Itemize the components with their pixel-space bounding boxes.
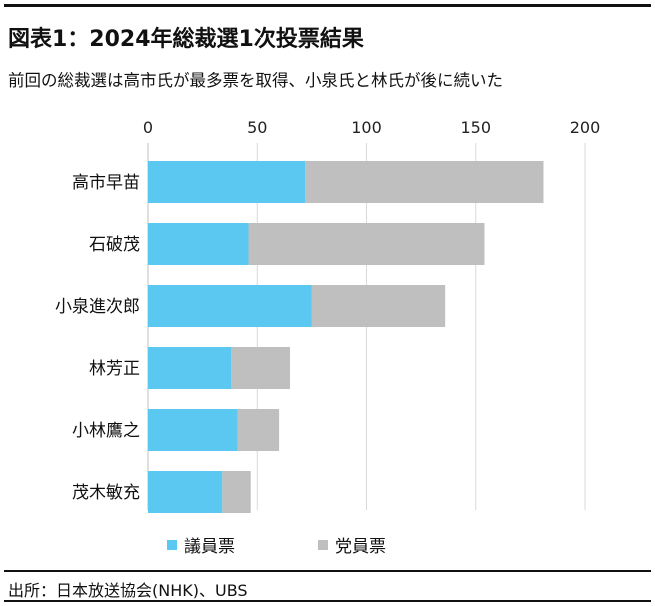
legend-diet-votes-swatch (167, 540, 177, 550)
bar-diet-votes (148, 471, 223, 513)
x-tick-label: 100 (351, 118, 382, 137)
category-label: 小泉進次郎 (55, 297, 140, 317)
bar-party-votes (231, 347, 291, 389)
chart-title: 図表1：2024年総裁選1次投票結果 (8, 27, 364, 52)
bar-party-votes (222, 471, 251, 513)
bar-diet-votes (148, 161, 306, 203)
bar-party-votes (237, 409, 280, 451)
bar-party-votes (311, 285, 446, 327)
legend-party-votes-swatch (318, 540, 328, 550)
chart-subtitle: 前回の総裁選は高市氏が最多票を取得、小泉氏と林氏が後に続いた (8, 71, 503, 90)
x-tick-label: 150 (460, 118, 491, 137)
bar-party-votes (248, 223, 485, 265)
bar-diet-votes (148, 347, 232, 389)
bar-diet-votes (148, 409, 238, 451)
bar-diet-votes (148, 223, 249, 265)
x-tick-label: 200 (570, 118, 601, 137)
legend-party-votes-label: 党員票 (335, 537, 386, 557)
bar-party-votes (305, 161, 544, 203)
bar-diet-votes (148, 285, 312, 327)
category-label: 林芳正 (89, 359, 140, 379)
x-tick-label: 0 (143, 118, 153, 137)
category-label: 小林鷹之 (72, 420, 140, 441)
category-label: 茂木敏充 (72, 483, 140, 503)
x-tick-label: 50 (247, 118, 267, 137)
category-label: 高市早苗 (72, 173, 140, 193)
category-label: 石破茂 (89, 235, 140, 255)
top-rule (4, 4, 651, 7)
legend-diet-votes-label: 議員票 (184, 537, 235, 557)
bottom-rule (4, 570, 651, 572)
source-note: 出所：日本放送協会(NHK)、UBS (8, 581, 248, 600)
footer-rule (4, 600, 651, 602)
